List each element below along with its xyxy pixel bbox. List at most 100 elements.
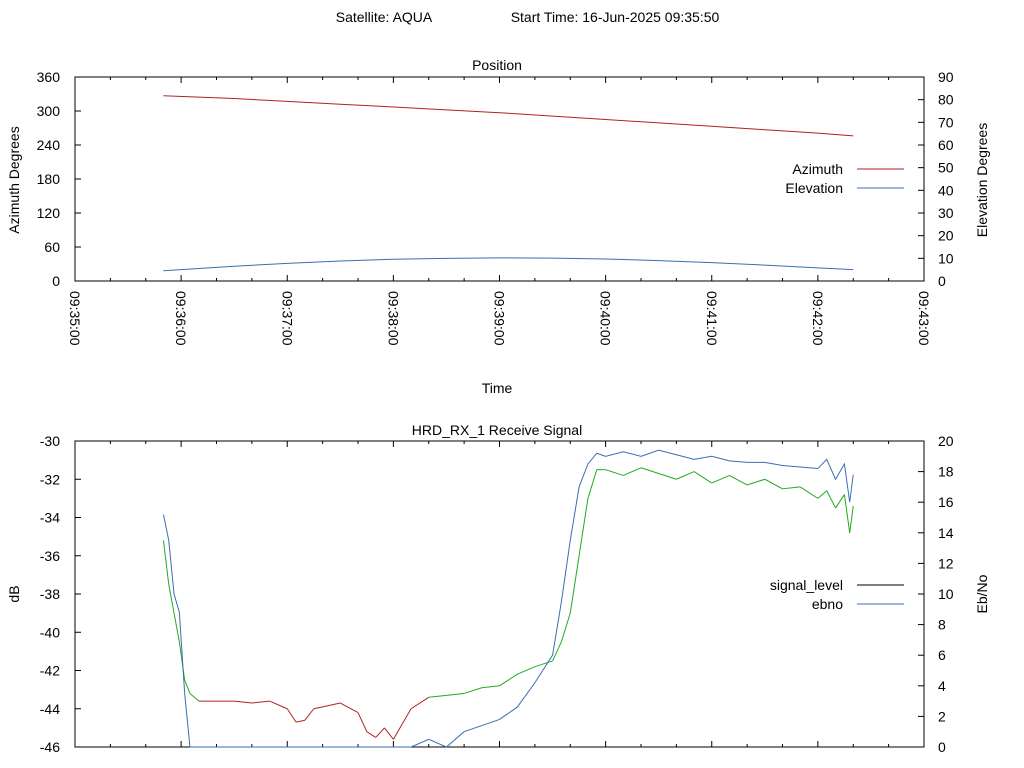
series-line-Azimuth [163, 95, 854, 137]
y-tick-label: 60 [44, 239, 60, 255]
x-tick-label: 09:43:00 [916, 291, 932, 346]
y2-tick-label: 50 [938, 160, 954, 176]
y2-tick-label: 0 [938, 273, 946, 289]
position-y2-axis: 0 10 20 30 40 50 60 70 80 90 [918, 69, 954, 289]
x-tick-label: 09:37:00 [279, 291, 295, 346]
y2-tick-label: 6 [938, 647, 946, 663]
signal-y2-axis: 0 2 4 6 8 10 12 14 16 18 20 [918, 433, 954, 755]
satellite-label: Satellite: AQUA [336, 9, 433, 25]
series-segment-signal_level [817, 490, 828, 499]
series-segment-signal_level [428, 694, 447, 698]
series-segment-signal_level [746, 478, 765, 486]
series-segment-signal_level [162, 540, 170, 585]
y2-tick-label: 20 [938, 228, 954, 244]
position-plot-frame [74, 76, 925, 282]
y2-tick-label: 90 [938, 69, 954, 85]
position-x-axis: 09:35:00 09:36:00 09:37:00 09:38:00 09:39:00… [67, 77, 932, 346]
y2-tick-label: 8 [938, 617, 946, 633]
series-segment-signal_level [560, 612, 571, 642]
y2-tick-label: 18 [938, 464, 954, 480]
y2-tick-label: 16 [938, 494, 954, 510]
elevation-axis-label: Elevation Degrees [974, 123, 990, 237]
series-segment-signal_level [499, 673, 518, 687]
y2-tick-label: 14 [938, 525, 954, 541]
y-tick-label: 300 [37, 103, 61, 119]
position-y-axis: 0 60 120 180 240 300 360 [37, 69, 81, 289]
series-segment-signal_level [764, 478, 783, 490]
position-chart: Position 0 60 120 180 240 300 360 0 10 20 30 40 50 6… [6, 57, 990, 396]
y2-tick-label: 20 [938, 433, 954, 449]
series-segment-signal_level [269, 700, 288, 710]
series-segment-signal_level [168, 584, 175, 614]
series-segment-signal_level [189, 693, 200, 702]
y-tick-label: -30 [40, 433, 60, 449]
y-tick-label: 240 [37, 137, 61, 153]
x-tick-label: 09:41:00 [704, 291, 720, 346]
series-segment-signal_level [676, 471, 695, 480]
series-segment-signal_level [234, 700, 252, 704]
y-tick-label: 120 [37, 205, 61, 221]
series-segment-signal_level [357, 712, 368, 732]
series-segment-signal_level [286, 708, 297, 723]
x-tick-label: 09:42:00 [810, 291, 826, 346]
y-tick-label: 180 [37, 171, 61, 187]
series-segment-signal_level [835, 494, 845, 509]
signal-y-axis: -46 -44 -42 -40 -38 -36 -34 -32 -30 [40, 433, 81, 755]
x-tick-label: 09:40:00 [598, 291, 614, 346]
series-segment-signal_level [849, 505, 854, 533]
y-tick-label: -32 [40, 471, 60, 487]
time-axis-label: Time [482, 380, 513, 396]
series-segment-signal_level [251, 700, 270, 704]
series-segment-signal_level [366, 731, 376, 738]
y2-tick-label: 12 [938, 555, 954, 571]
y-tick-label: -44 [40, 701, 60, 717]
series-segment-signal_level [623, 467, 642, 476]
series-segment-signal_level [304, 708, 315, 721]
signal-chart-title: HRD_RX_1 Receive Signal [412, 422, 582, 438]
y-tick-label: -36 [40, 548, 60, 564]
legend-label: ebno [812, 596, 843, 612]
series-segment-signal_level [481, 685, 500, 689]
series-segment-signal_level [782, 486, 801, 490]
legend-label: Elevation [785, 180, 843, 196]
series-segment-signal_level [401, 708, 412, 725]
series-segment-signal_level [640, 467, 659, 474]
y2-tick-label: 30 [938, 205, 954, 221]
series-segment-signal_level [552, 641, 562, 662]
x-tick-label: 09:39:00 [492, 291, 508, 346]
series-segment-signal_level [295, 719, 306, 723]
position-chart-title: Position [472, 57, 522, 73]
y2-tick-label: 40 [938, 182, 954, 198]
y2-tick-label: 10 [938, 250, 954, 266]
series-segment-signal_level [799, 486, 819, 499]
ebno-axis-label: Eb/No [974, 574, 990, 613]
series-segment-signal_level [587, 469, 598, 499]
series-line-ebno [162, 449, 854, 748]
series-segment-signal_level [410, 696, 430, 710]
start-time-label: Start Time: 16-Jun-2025 09:35:50 [511, 9, 720, 25]
y-tick-label: 0 [52, 273, 60, 289]
signal-chart: HRD_RX_1 Receive Signal -46-44-42-40-38-… [6, 422, 990, 755]
y2-tick-label: 10 [938, 586, 954, 602]
series-segment-signal_level [516, 666, 536, 675]
series-segment-signal_level [313, 706, 323, 710]
series-segment-signal_level [340, 702, 359, 714]
series-segment-signal_level [173, 613, 180, 642]
position-series [163, 95, 854, 272]
series-segment-signal_level [534, 660, 553, 668]
series-segment-signal_level [446, 692, 465, 696]
y-tick-label: -40 [40, 624, 60, 640]
y2-tick-label: 0 [938, 739, 946, 755]
y-tick-label: 360 [37, 69, 61, 85]
series-segment-signal_level [569, 555, 580, 614]
y-tick-label: -42 [40, 663, 60, 679]
azimuth-axis-label: Azimuth Degrees [6, 126, 22, 233]
series-segment-signal_level [384, 727, 394, 740]
series-segment-signal_level [463, 687, 482, 694]
series-segment-signal_level [392, 723, 403, 740]
x-tick-label: 09:35:00 [67, 291, 83, 346]
series-segment-signal_level [578, 498, 589, 556]
series-segment-signal_level [184, 679, 191, 694]
legend-label: signal_level [770, 577, 843, 593]
series-segment-signal_level [375, 727, 385, 738]
